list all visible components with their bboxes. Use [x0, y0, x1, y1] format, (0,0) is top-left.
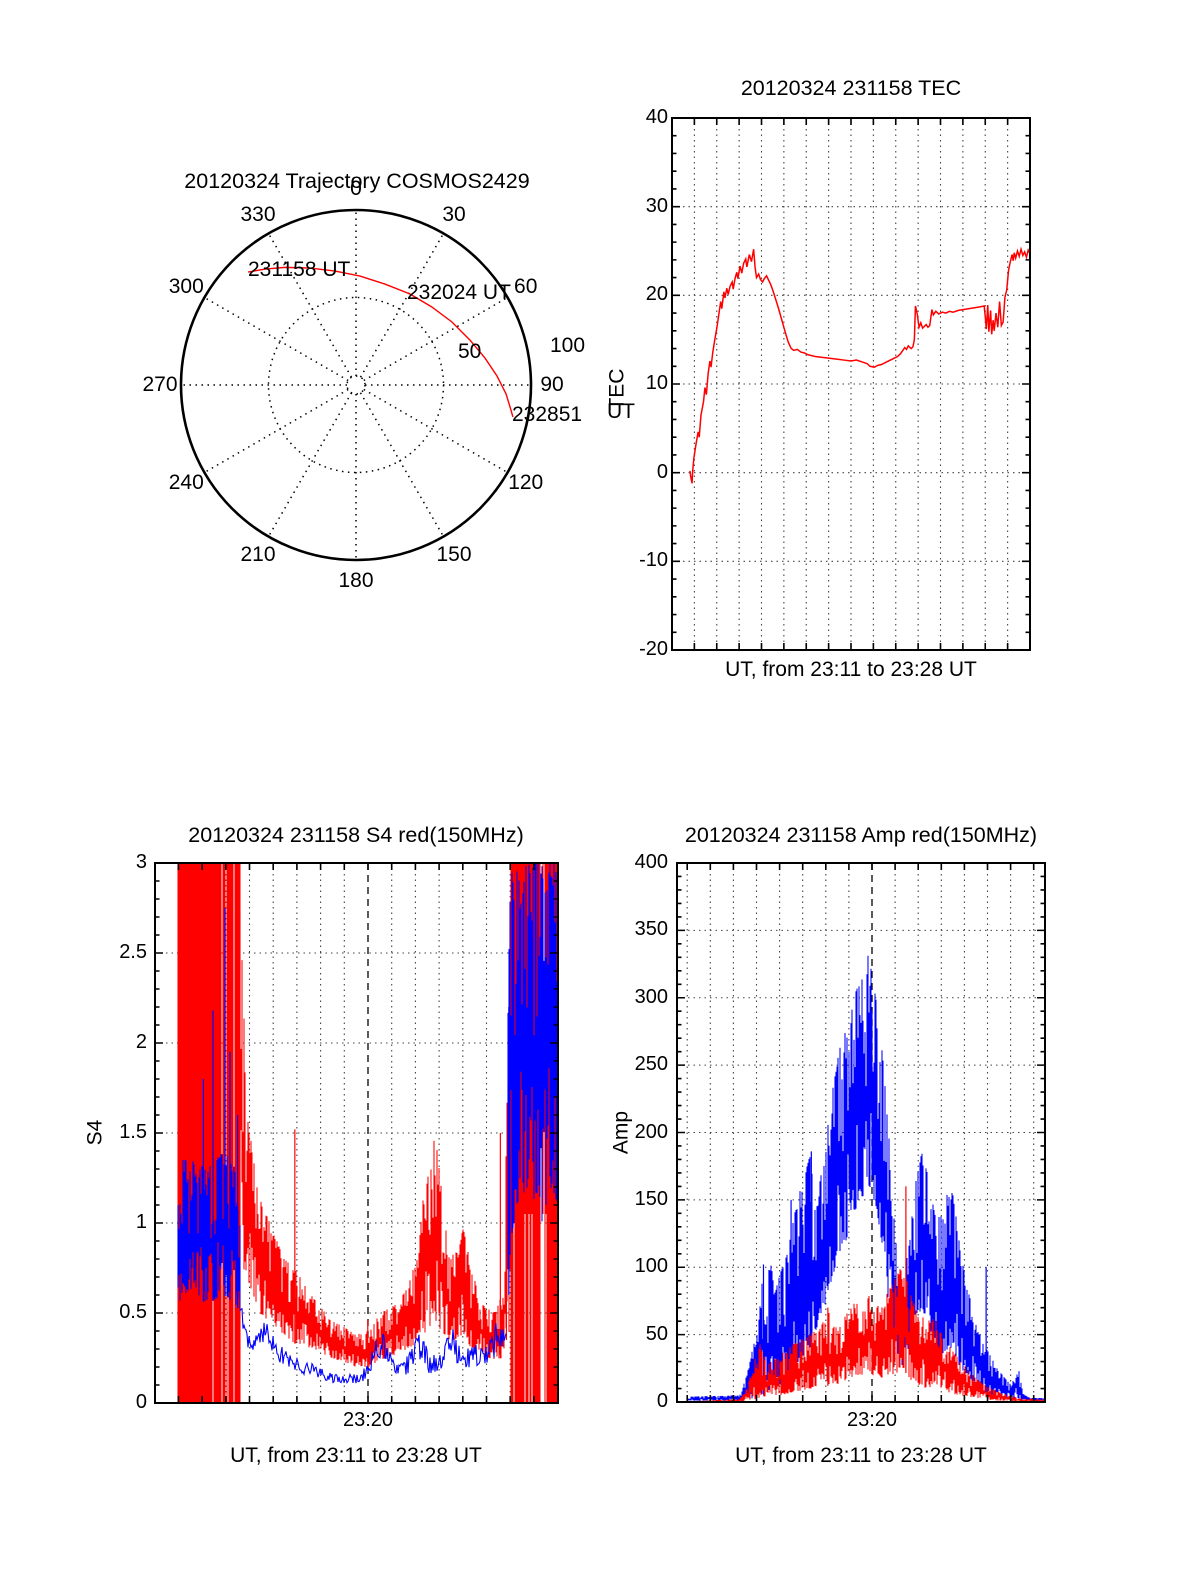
s4-title: 20120324 231158 S4 red(150MHz) — [188, 823, 524, 847]
tec-ytick-20: 20 — [645, 283, 668, 306]
amp-ytick-200: 200 — [634, 1120, 668, 1143]
series-S4-400MHz-blue-mid — [239, 1307, 507, 1384]
tec-ytick-30: 30 — [645, 194, 668, 217]
s4-xtick-2320: 23:20 — [342, 1409, 394, 1431]
trajectory-annotation-4: 100 — [550, 334, 586, 357]
amp-ytick-150: 150 — [634, 1187, 668, 1210]
trajectory-azimuth-label-120: 120 — [508, 471, 544, 494]
trajectory-azimuth-label-240: 240 — [168, 471, 204, 494]
s4-ytick-1.5: 1.5 — [119, 1121, 147, 1143]
amp-ytick-50: 50 — [645, 1322, 668, 1345]
series-S4-400MHz-blue-left — [177, 908, 241, 1309]
trajectory-azimuth-label-300: 300 — [168, 275, 204, 298]
trajectory-azimuth-label-150: 150 — [436, 542, 472, 566]
trajectory-annotation-3: 50 — [458, 340, 482, 363]
trajectory-azimuth-label-0: 0 — [350, 177, 362, 200]
series-S4-150MHz-red — [239, 912, 511, 1367]
s4-ytick-0: 0 — [135, 1391, 147, 1413]
s4-ytick-0.5: 0.5 — [119, 1301, 147, 1323]
trajectory-azimuth-label-330: 330 — [240, 203, 276, 227]
s4-ytick-1: 1 — [135, 1211, 147, 1233]
amp-ytick-250: 250 — [634, 1053, 668, 1076]
tec-ytick-40: 40 — [645, 106, 668, 128]
trajectory-annotation-0: 231158 UT — [248, 258, 351, 281]
s4-panel — [154, 862, 559, 1404]
amp-xtick-2320: 23:20 — [846, 1409, 898, 1431]
s4-ytick-2: 2 — [135, 1031, 147, 1053]
trajectory-azimuth-label-30: 30 — [442, 203, 466, 227]
trajectory-azimuth-label-90: 90 — [540, 373, 564, 396]
s4-ytick-3: 3 — [135, 851, 147, 873]
amp-ytick-400: 400 — [634, 851, 668, 873]
amp-ytick-300: 300 — [634, 985, 668, 1008]
tec-ytick--10: -10 — [639, 549, 668, 572]
trajectory-title: 20120324 Trajectory COSMOS2429 — [184, 169, 530, 193]
tec-ytick-0: 0 — [656, 460, 668, 483]
trajectory-annotation-1: 232024 UT — [407, 281, 511, 304]
tec-ytick-10: 10 — [645, 372, 668, 394]
tec-ylabel-ut: UT — [607, 400, 635, 423]
amp-ytick-350: 350 — [634, 918, 668, 941]
series-S4-150MHz-red-saturated-left — [177, 863, 241, 1403]
amp-ytick-0: 0 — [656, 1390, 668, 1412]
trajectory-azimuth-label-270: 270 — [142, 373, 178, 396]
series-TEC — [689, 246, 1030, 484]
series-S4-400MHz-blue-right — [507, 863, 558, 1295]
tec-xlabel: UT, from 23:11 to 23:28 UT — [725, 658, 977, 681]
trajectory-azimuth-label-60: 60 — [514, 275, 538, 298]
trajectory-panel — [179, 208, 533, 562]
trajectory-annotation-2: 232851 — [512, 403, 583, 426]
tec-ytick--20: -20 — [639, 638, 668, 660]
amp-xlabel: UT, from 23:11 to 23:28 UT — [735, 1444, 987, 1467]
trajectory-path — [247, 266, 514, 418]
trajectory-azimuth-label-210: 210 — [240, 542, 276, 566]
s4-ytick-2.5: 2.5 — [119, 941, 147, 963]
tec-panel — [671, 117, 1031, 651]
tec-title: 20120324 231158 TEC — [740, 76, 962, 100]
amp-panel — [676, 862, 1046, 1403]
s4-xlabel: UT, from 23:11 to 23:28 UT — [230, 1444, 482, 1467]
amp-title: 20120324 231158 Amp red(150MHz) — [684, 823, 1038, 847]
trajectory-azimuth-label-180: 180 — [338, 569, 374, 592]
amp-ytick-100: 100 — [634, 1255, 668, 1278]
